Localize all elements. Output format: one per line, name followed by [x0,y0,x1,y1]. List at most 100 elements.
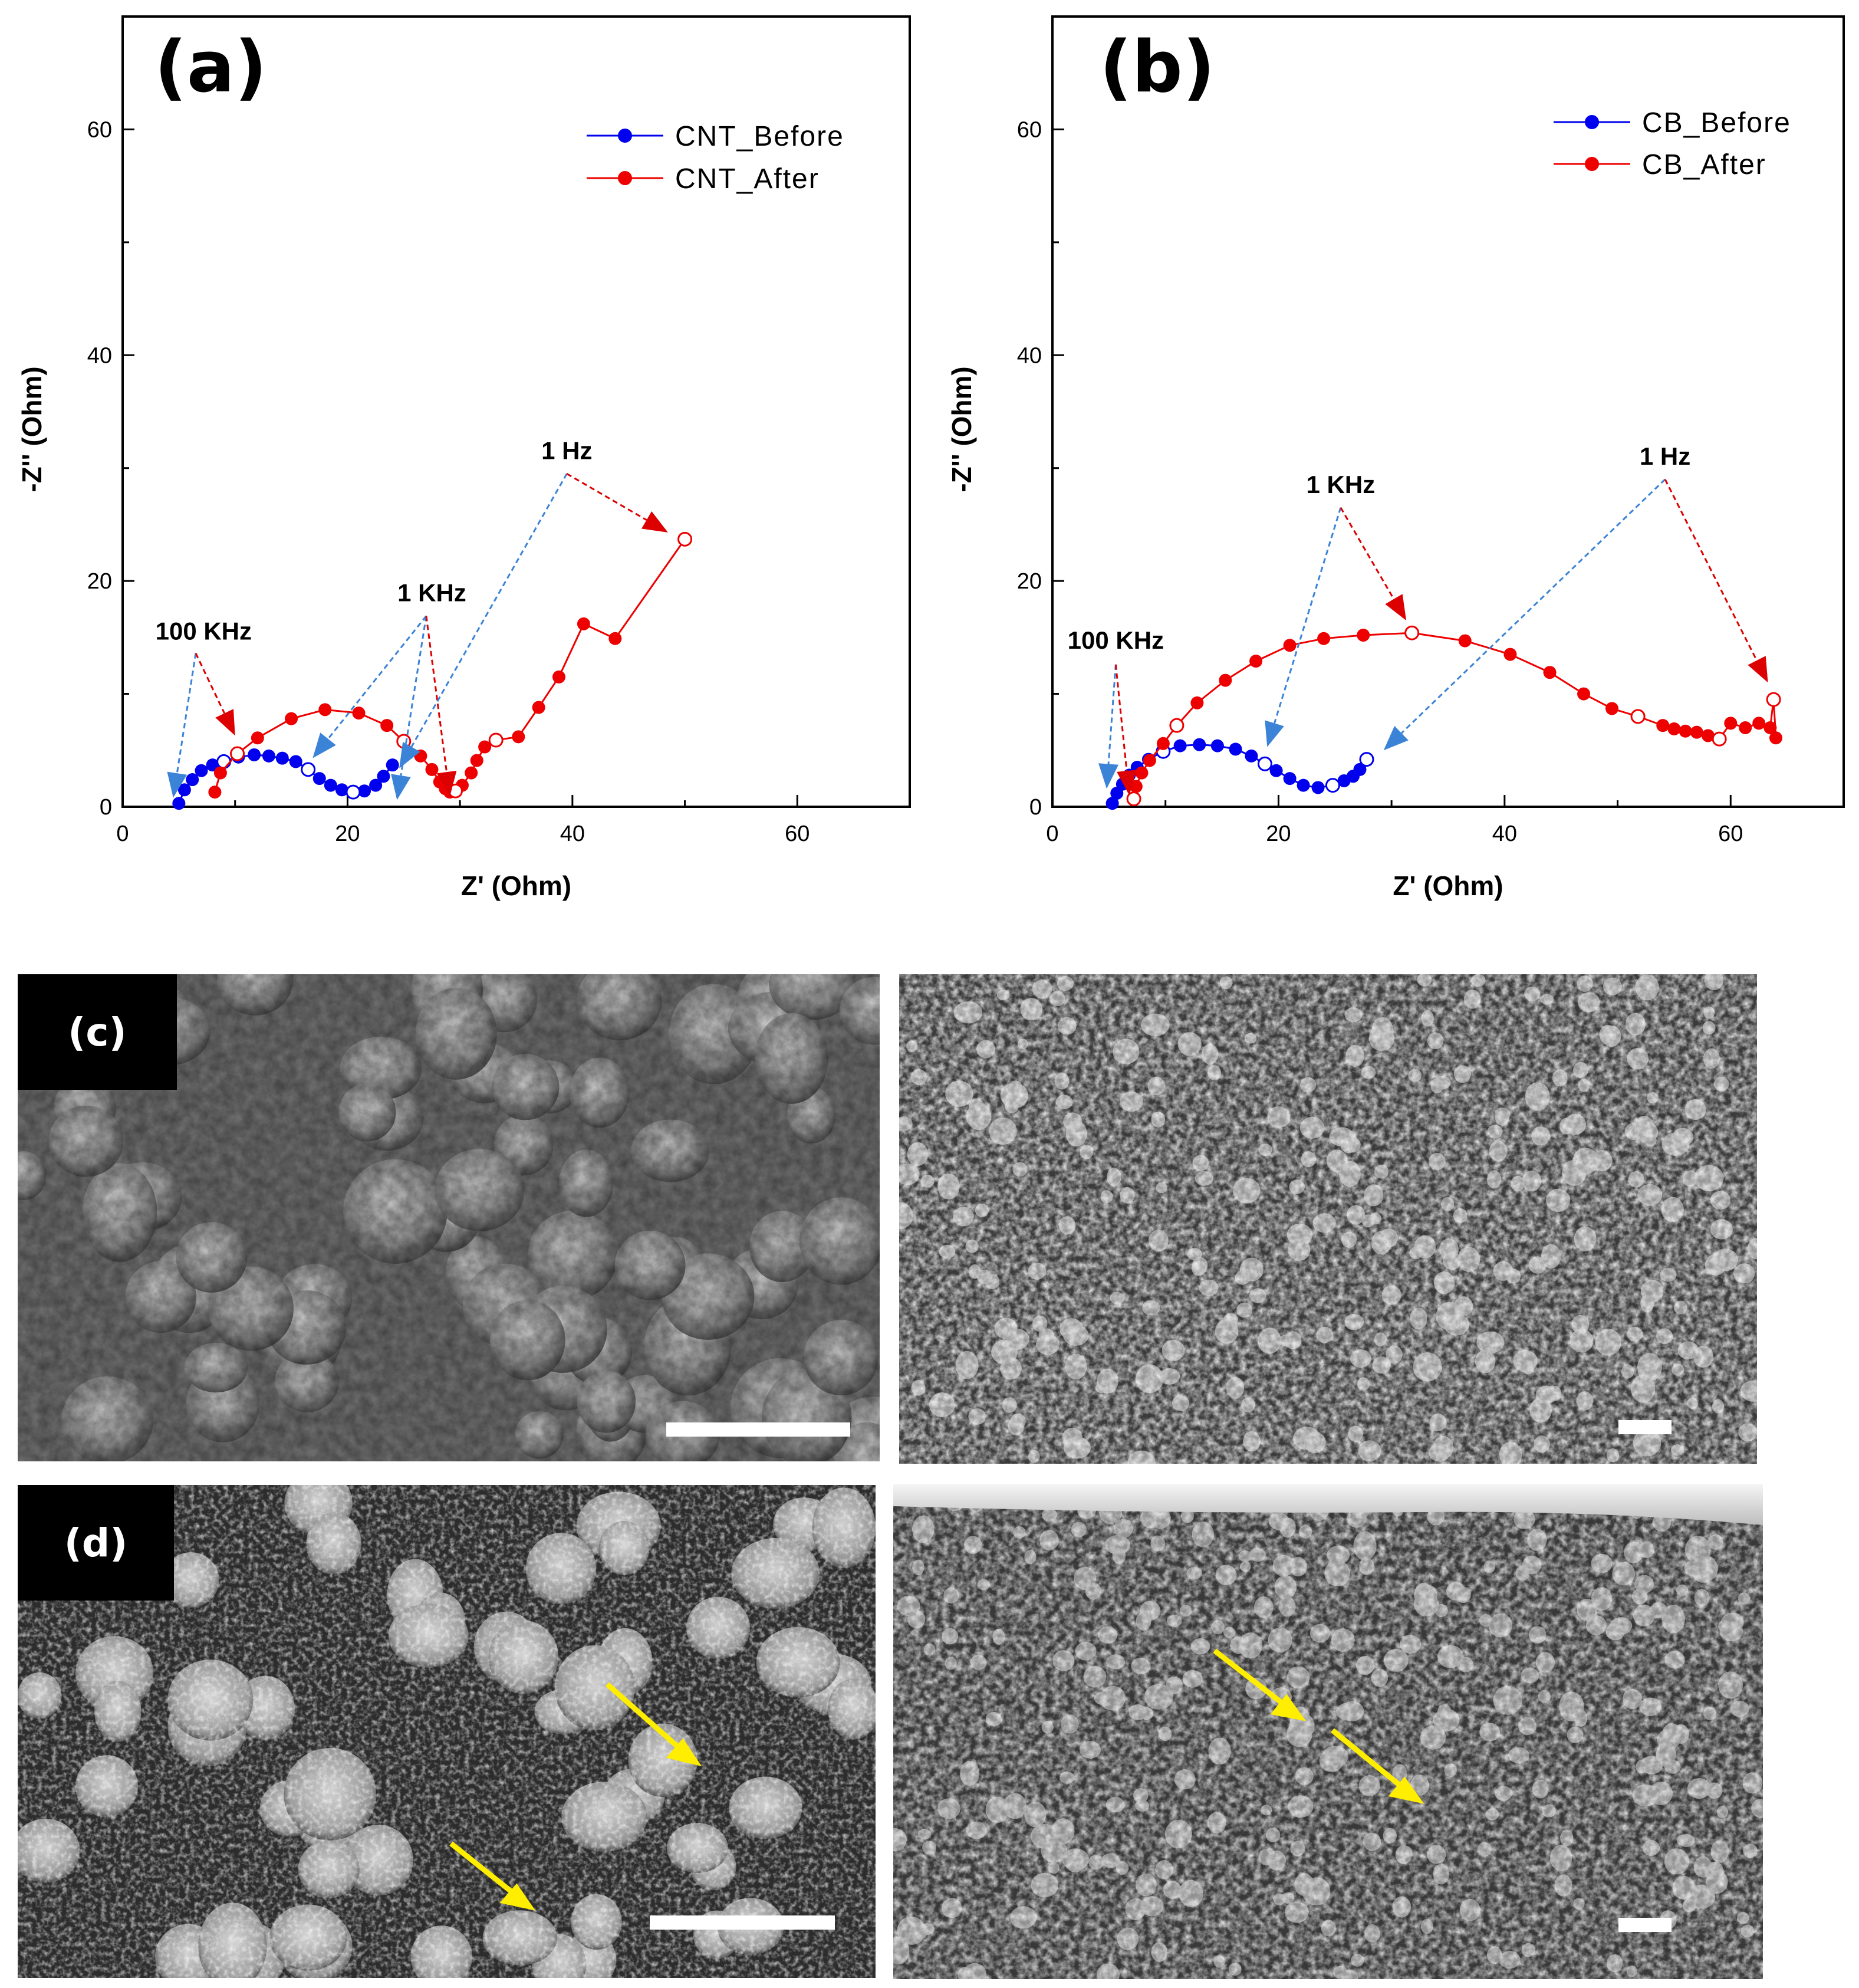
x-tick-label: 60 [1718,822,1743,846]
data-point [195,764,208,777]
data-point [1769,731,1782,745]
before-pointer-arrow [167,653,197,798]
data-point [1739,721,1752,734]
frequency-annotation: 100 KHz [1068,626,1164,654]
sem-image-c-cross-section [899,974,1757,1464]
after-pointer-arrow [195,653,235,736]
data-point [335,783,348,797]
data-point [380,719,394,732]
data-point [289,755,302,768]
legend: CNT_Before CNT_After [587,121,844,195]
frequency-marker-point [301,762,316,777]
panel-label-d: (d) [18,1485,174,1601]
data-point [1752,717,1766,730]
frequency-marker-point [677,531,693,547]
data-point [1357,629,1370,642]
frequency-marker-point [1630,709,1646,724]
frequency-marker-point [1712,731,1727,747]
data-point [1105,797,1119,810]
data-point [386,758,399,772]
frequency-marker-point [1359,752,1374,767]
chart-b-nyquist-plot: 0 20 40 60 0 20 40 60 Z' (Ohm) -Z'' (Ohm) (b) 100 K… [946,15,1845,901]
axis-ticks: 0 20 40 60 0 20 40 60 [87,117,810,846]
data-point [1503,648,1517,661]
x-axis-label: Z' (Ohm) [1393,870,1503,901]
data-point [470,754,483,767]
yellow-arrows [449,1682,702,1911]
data-point [1249,655,1263,668]
data-point [352,707,366,720]
x-tick-label: 20 [335,822,360,846]
panel-label: (a) [154,27,267,109]
before-pointer-arrow [1098,664,1119,789]
after-pointer-arrow [1664,479,1768,683]
y-tick-label: 0 [1029,795,1042,820]
sem-texture-d-top [18,1485,876,1978]
data-point [1353,763,1367,776]
frequency-annotation: 100 KHz [156,617,252,645]
y-tick-label: 0 [100,795,112,820]
before-pointer-arrow [312,615,427,758]
data-point [577,617,590,630]
data-point [172,797,186,810]
data-point [1245,749,1258,763]
panel-label: (b) [1100,27,1215,109]
x-tick-label: 40 [1492,822,1517,846]
data-point [208,786,222,799]
data-point [251,731,264,745]
data-point [262,749,275,763]
scale-bar [1618,1420,1672,1434]
data-point [1190,696,1204,709]
frequency-marker-point [216,754,232,769]
frequency-marker-point [488,732,504,748]
data-point [369,778,383,792]
data-point [1283,772,1297,786]
y-axis-label: -Z'' (Ohm) [17,366,47,492]
data-point [358,784,371,798]
frequency-marker-point [1325,778,1340,793]
data-point [512,730,525,744]
plot-frame [121,15,911,808]
sem-image-d-cross-section [893,1484,1763,1979]
data-point [1690,725,1703,739]
series-line [1133,632,1777,799]
before-pointer-arrow [1383,478,1666,751]
sem-image-c-top-view: (c) [18,974,880,1461]
data-point [532,701,545,714]
legend-label: CNT_Before [675,121,844,152]
panel-label-c: (c) [18,974,177,1090]
sem-image-d-top-view: (d) [18,1485,876,1978]
data-point [1143,754,1156,767]
data-point [285,712,298,725]
legend-marker [1585,157,1599,171]
frequency-marker-point [230,746,245,761]
data-point [1543,666,1557,679]
frequency-annotation: 1 KHz [1307,471,1376,498]
data-point [1667,722,1681,735]
data-point [206,758,219,772]
data-point [1317,632,1331,645]
series-cnt-before [172,748,399,810]
data-point [324,778,337,792]
data-point [248,748,261,761]
frequency-marker-point [1766,692,1781,707]
data-point [1173,739,1187,753]
scale-bar [666,1422,850,1437]
y-tick-label: 20 [87,569,112,594]
plot-frame [1051,15,1845,808]
data-point [608,632,622,645]
series-cb-after [1126,625,1782,807]
data-point [1458,634,1472,648]
data-point [377,770,390,783]
data-point [1269,764,1283,777]
before-pointer-arrow [399,473,568,768]
data-point [1311,781,1325,794]
legend-label: CB_After [1642,149,1766,180]
y-tick-label: 20 [1017,569,1042,594]
data-point [312,772,326,786]
legend-marker [618,129,632,143]
y-axis-label: -Z'' (Ohm) [946,366,977,492]
legend-label: CNT_After [675,163,820,195]
scale-bar [650,1915,835,1930]
frequency-marker-point [1169,718,1185,733]
